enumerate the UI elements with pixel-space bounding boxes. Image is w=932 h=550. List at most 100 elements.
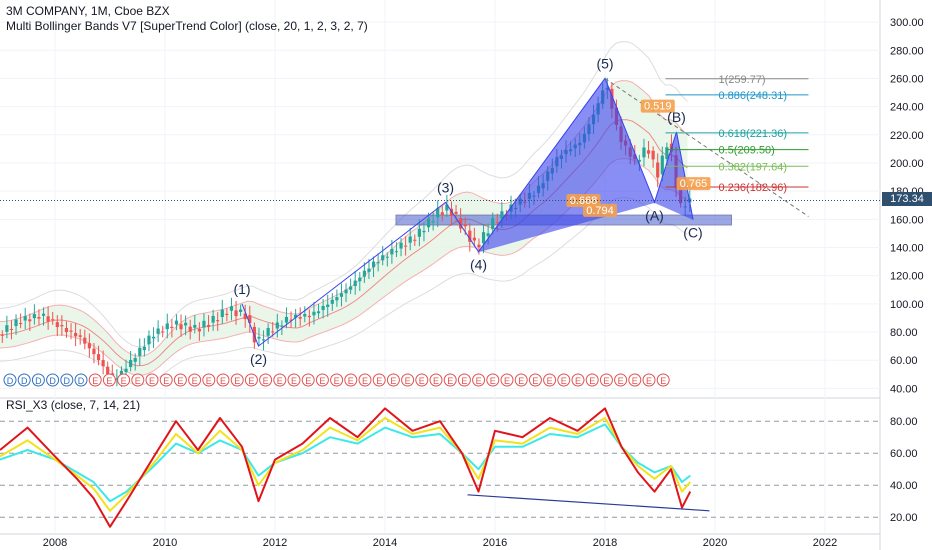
fib-label: 0.5(209.50) — [719, 145, 775, 157]
candle-body — [55, 322, 59, 328]
time-tick-label: 2008 — [43, 537, 67, 549]
candle-body — [19, 323, 23, 325]
earnings-letter: E — [305, 376, 311, 386]
candle-body — [642, 147, 646, 158]
earnings-circle — [88, 373, 102, 387]
earnings-circle — [131, 373, 145, 387]
time-axis: 2008 2010 2012 2014 2016 2018 2020 2022 — [43, 537, 837, 549]
price-tick-label: 200.00 — [890, 158, 924, 170]
candle-body — [87, 343, 91, 349]
fib-label: 1(259.77) — [719, 74, 766, 86]
candle-body — [321, 305, 325, 311]
ratio-badge — [676, 177, 711, 191]
earnings-circle — [159, 373, 173, 387]
band-line — [0, 41, 688, 348]
indicator-title: Multi Bollinger Bands V7 [SuperTrend Col… — [6, 19, 368, 33]
candle-body — [5, 325, 9, 332]
time-tick-label: 2010 — [153, 537, 177, 549]
candle-body — [436, 208, 440, 218]
candle-body — [170, 326, 174, 329]
rsi-pane: 20.00 40.00 60.00 80.00 — [0, 407, 918, 528]
earnings-circle — [344, 373, 358, 387]
candle-body — [362, 270, 366, 277]
earnings-letter: E — [106, 376, 112, 386]
time-tick-label: 2014 — [373, 537, 397, 549]
earnings-letter: E — [206, 376, 212, 386]
price-tick-label: 140.00 — [890, 242, 924, 254]
earnings-letter: D — [21, 376, 28, 386]
price-tick-label: 40.00 — [890, 383, 918, 395]
earnings-circle — [287, 373, 301, 387]
divergence-line — [467, 494, 710, 512]
wave-label: (1) — [233, 281, 250, 297]
earnings-circle — [273, 373, 287, 387]
candle-body — [294, 314, 298, 318]
earnings-circle — [543, 373, 557, 387]
earnings-circle — [145, 373, 159, 387]
candle-body — [37, 316, 41, 319]
earnings-circle — [472, 373, 486, 387]
candle-body — [385, 256, 389, 258]
earnings-letter: E — [504, 376, 510, 386]
candle-body — [147, 335, 151, 345]
wave-label: (5) — [596, 55, 613, 71]
candle-body — [161, 331, 165, 333]
earnings-letter: D — [49, 376, 56, 386]
candle-body — [472, 237, 476, 241]
earnings-circle — [102, 373, 116, 387]
band-line — [0, 197, 688, 386]
earnings-letter: E — [192, 376, 198, 386]
earnings-letter: E — [618, 376, 624, 386]
earnings-letter: D — [78, 376, 85, 386]
candle-body — [335, 297, 339, 301]
earnings-circle — [429, 373, 443, 387]
earnings-circle — [401, 373, 415, 387]
earnings-letter: E — [589, 376, 595, 386]
earnings-circle — [31, 373, 45, 387]
earnings-circle — [230, 373, 244, 387]
price-tick-label: 300.00 — [890, 17, 924, 29]
price-tick-label: 240.00 — [890, 102, 924, 114]
earnings-circle — [173, 373, 187, 387]
earnings-circle — [358, 373, 372, 387]
earnings-letter: E — [532, 376, 538, 386]
candle-body — [138, 347, 142, 356]
candle-body — [92, 348, 96, 355]
candle-body — [426, 218, 431, 228]
earnings-circle — [117, 373, 131, 387]
candle-body — [344, 289, 348, 294]
earnings-circle — [599, 373, 613, 387]
candle-body — [445, 204, 449, 211]
price-tick-label: 280.00 — [890, 45, 924, 57]
earnings-circle — [415, 373, 429, 387]
candle-body — [133, 358, 137, 362]
earnings-circle — [443, 373, 457, 387]
earnings-circle — [514, 373, 528, 387]
candle-body — [188, 326, 192, 332]
candle-body — [358, 277, 362, 282]
fib-label: 0.236(182.96) — [719, 182, 788, 194]
ratio-badge — [566, 194, 601, 207]
candle-body — [106, 366, 110, 375]
candle-body — [399, 242, 403, 249]
candle-body — [261, 339, 266, 341]
candle-body — [449, 208, 454, 216]
price-tick-label: 80.00 — [890, 327, 918, 339]
earnings-letter: E — [248, 376, 254, 386]
earnings-letter: E — [490, 376, 496, 386]
time-tick-label: 2022 — [813, 537, 837, 549]
candle-body — [486, 233, 490, 237]
rsi-series-line — [0, 423, 691, 503]
price-tick-label: 100.00 — [890, 299, 924, 311]
candle-body — [46, 316, 50, 322]
earnings-letter: E — [390, 376, 396, 386]
earnings-circle — [642, 373, 656, 387]
candle-body — [280, 325, 284, 327]
earnings-letter: E — [518, 376, 524, 386]
wave-labels: (1) (2) (3) (4) (5) (A) (B) (C) — [233, 55, 702, 367]
candle-body — [74, 332, 78, 337]
earnings-circle — [46, 373, 60, 387]
earnings-letter: E — [575, 376, 581, 386]
candle-body — [193, 324, 197, 328]
